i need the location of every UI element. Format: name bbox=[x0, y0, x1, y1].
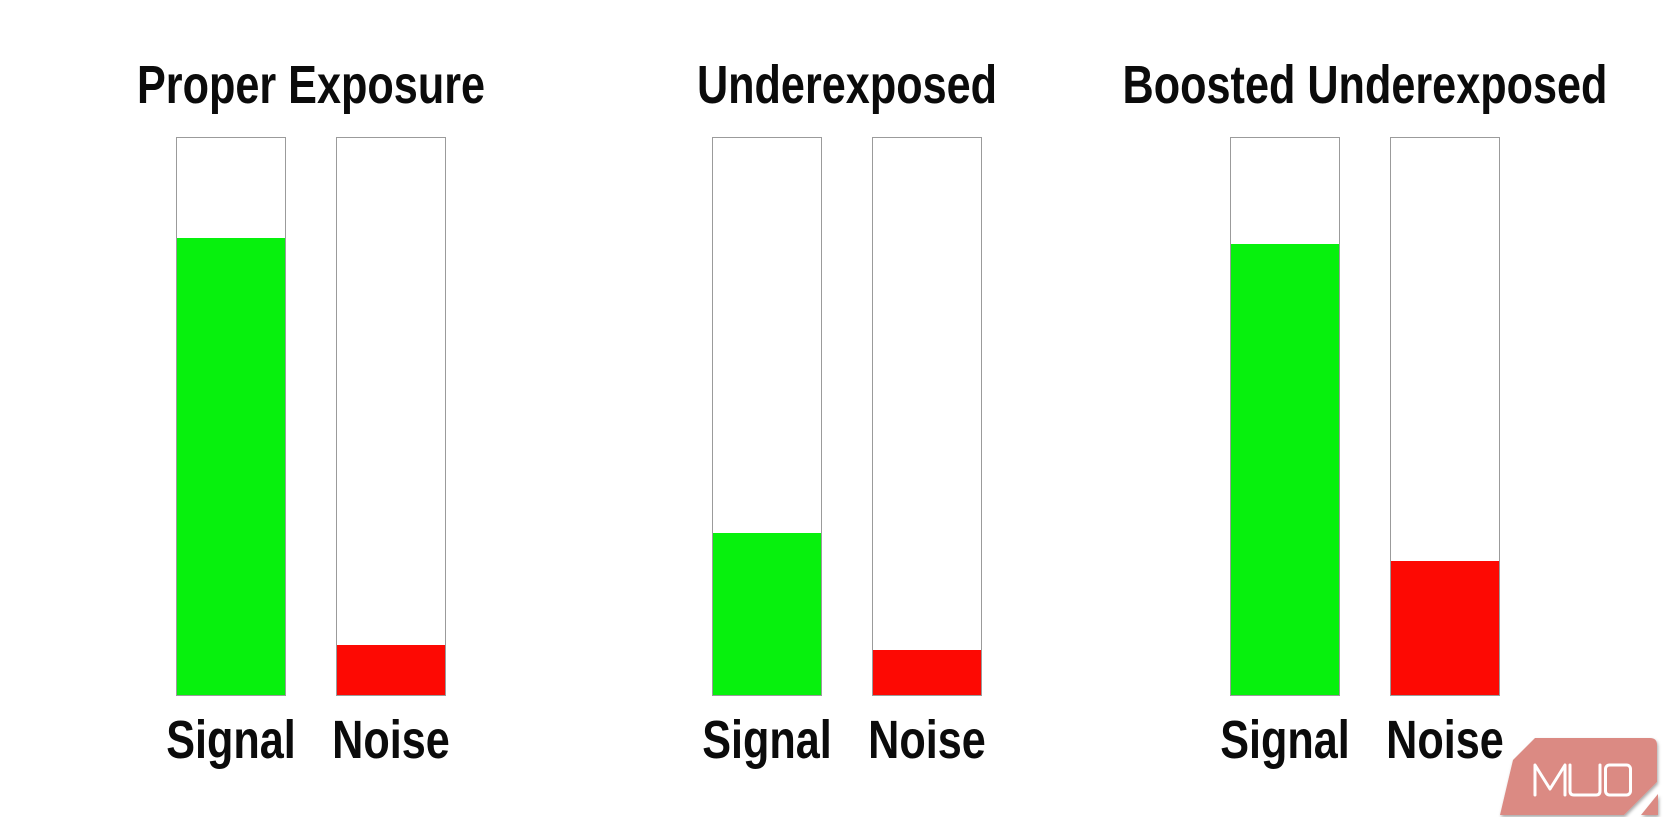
signal-bar-boosted bbox=[1230, 137, 1340, 696]
noise-bar-fill bbox=[1391, 561, 1499, 695]
group-title-proper-exposure: Proper Exposure bbox=[136, 55, 486, 115]
muo-badge bbox=[1500, 738, 1658, 815]
group-title-underexposed: Underexposed bbox=[696, 55, 998, 115]
bar-frame bbox=[872, 137, 982, 696]
exposure-group-under: Underexposed Signal Noise bbox=[697, 0, 997, 840]
bar-pair bbox=[1230, 137, 1500, 696]
signal-bar-fill bbox=[713, 533, 821, 695]
noise-bar-fill bbox=[337, 644, 445, 695]
bar-pair bbox=[712, 137, 982, 696]
group-title-boosted-underexposed: Boosted Underexposed bbox=[1122, 55, 1608, 115]
noise-bar-under bbox=[872, 137, 982, 696]
bar-frame bbox=[712, 137, 822, 696]
exposure-group-boosted: Boosted Underexposed Signal Noise bbox=[1123, 0, 1608, 840]
signal-bar-fill bbox=[177, 238, 285, 695]
bar-frame bbox=[176, 137, 286, 696]
noise-bar-fill bbox=[873, 650, 981, 695]
signal-bar-fill bbox=[1231, 243, 1339, 695]
bar-frame bbox=[1390, 137, 1500, 696]
signal-axis-label: Signal bbox=[1220, 710, 1350, 770]
signal-axis-label: Signal bbox=[702, 710, 832, 770]
muo-letter-o bbox=[1604, 763, 1632, 797]
noise-axis-label: Noise bbox=[1386, 710, 1504, 770]
muo-badge-shape bbox=[1500, 738, 1657, 815]
muo-letter-m bbox=[1533, 763, 1567, 797]
noise-axis-label: Noise bbox=[332, 710, 450, 770]
bar-frame bbox=[1230, 137, 1340, 696]
muo-badge-corner-triangle bbox=[1641, 794, 1658, 815]
signal-bar-under bbox=[712, 137, 822, 696]
noise-axis-label: Noise bbox=[868, 710, 986, 770]
muo-letter-u bbox=[1568, 763, 1602, 797]
noise-bar-proper bbox=[336, 137, 446, 696]
bar-pair bbox=[176, 137, 446, 696]
exposure-group-proper: Proper Exposure Signal Noise bbox=[137, 0, 485, 840]
signal-axis-label: Signal bbox=[166, 710, 296, 770]
muo-logo bbox=[1500, 738, 1658, 815]
signal-bar-proper bbox=[176, 137, 286, 696]
noise-bar-boosted bbox=[1390, 137, 1500, 696]
muo-logo-text bbox=[1533, 763, 1632, 797]
bar-frame bbox=[336, 137, 446, 696]
